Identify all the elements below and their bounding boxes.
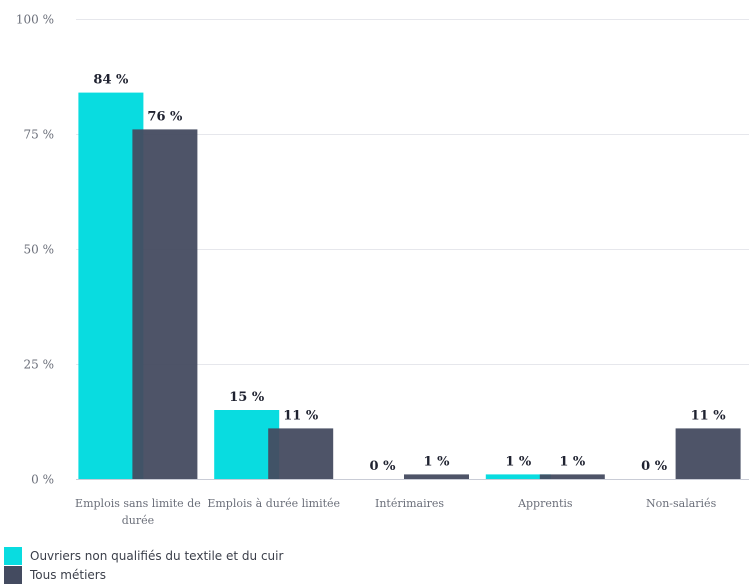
- legend-item-series-2[interactable]: Tous métiers: [4, 565, 283, 584]
- bar-ouvriers[interactable]: [485, 474, 551, 479]
- y-tick-label: 0 %: [31, 473, 54, 487]
- x-tick-label: Apprentis: [517, 497, 573, 510]
- legend-swatch-series-1: [4, 546, 22, 565]
- bar-tous-metiers[interactable]: [132, 129, 198, 479]
- data-label: 11 %: [691, 408, 727, 423]
- y-tick-label: 75 %: [24, 128, 55, 142]
- bar-tous-metiers[interactable]: [404, 474, 469, 479]
- x-tick-label: Emplois sans limite de durée: [75, 497, 201, 527]
- legend-label-series-2: Tous métiers: [30, 567, 106, 582]
- data-label: 0 %: [641, 459, 668, 474]
- data-label: 15 %: [229, 390, 265, 405]
- data-label: 1 %: [505, 454, 532, 469]
- bars: [78, 92, 741, 479]
- x-tick-label: Emplois à durée limitée: [207, 497, 340, 510]
- data-label: 76 %: [147, 109, 183, 124]
- y-tick-label: 100 %: [16, 13, 54, 27]
- x-tick-label: Non-salariés: [646, 497, 717, 510]
- data-label: 0 %: [370, 459, 397, 474]
- bar-tous-metiers[interactable]: [268, 428, 334, 479]
- data-label: 1 %: [424, 454, 451, 469]
- legend-swatch-series-2: [4, 565, 22, 584]
- bar-tous-metiers[interactable]: [539, 474, 605, 479]
- legend-label-series-1: Ouvriers non qualifiés du textile et du …: [30, 548, 284, 563]
- data-label: 84 %: [93, 73, 129, 88]
- bar-tous-metiers[interactable]: [675, 428, 741, 479]
- x-tick-label: Intérimaires: [375, 497, 444, 510]
- data-label: 11 %: [283, 408, 319, 423]
- legend-item-series-1[interactable]: Ouvriers non qualifiés du textile et du …: [4, 546, 283, 565]
- legend: Ouvriers non qualifiés du textile et du …: [4, 546, 283, 584]
- y-axis-labels: 0 % 25 % 50 % 75 % 100 %: [16, 13, 54, 487]
- x-axis-labels: Emplois sans limite de durée Emplois à dur…: [75, 497, 717, 527]
- bar-chart: 0 % 25 % 50 % 75 % 100 % 84 % 76 % 15 % 11 % 0 %…: [16, 13, 749, 527]
- data-labels: 84 % 76 % 15 % 11 % 0 % 1 % 1 % 1 % 0 % 11 %: [93, 73, 726, 474]
- y-tick-label: 25 %: [24, 358, 55, 372]
- data-label: 1 %: [559, 454, 586, 469]
- y-tick-label: 50 %: [24, 243, 55, 257]
